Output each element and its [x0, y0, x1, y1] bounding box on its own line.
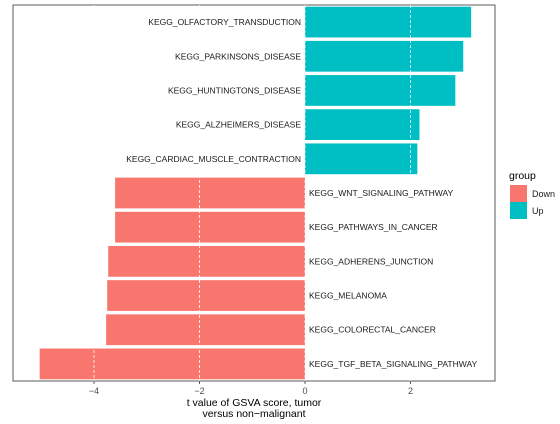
bar-kegg-olfactory-transduction — [305, 6, 472, 38]
x-axis-ticks: −4 −2 0 2 — [89, 381, 413, 396]
bar-kegg-melanoma — [107, 280, 305, 311]
bar-kegg-wnt-signaling-pathway — [115, 177, 305, 209]
x-tick-label: 2 — [408, 386, 413, 396]
bar-label: KEGG_CARDIAC_MUSCLE_CONTRACTION — [126, 154, 301, 164]
legend-label-up: Up — [532, 206, 544, 216]
bar-label: KEGG_PARKINSONS_DISEASE — [175, 51, 301, 61]
bar-kegg-adherens-junction — [108, 245, 306, 277]
x-axis-title-line: t value of GSVA score, tumor — [187, 397, 322, 409]
bar-label: KEGG_ALZHEIMERS_DISEASE — [176, 120, 302, 130]
bar-label: KEGG_MELANOMA — [309, 291, 387, 301]
bar-kegg-tgf-beta-signaling-pathway — [39, 348, 305, 380]
legend-label-down: Down — [532, 189, 555, 199]
gridlines — [93, 5, 411, 381]
bar-label: KEGG_TGF_BETA_SIGNALING_PATHWAY — [309, 359, 477, 369]
legend-title: group — [509, 170, 536, 182]
bar-kegg-cardiac-muscle-contraction — [305, 143, 418, 175]
x-tick-label: −4 — [89, 386, 99, 396]
bar-label: KEGG_ADHERENS_JUNCTION — [309, 256, 433, 266]
bar-label: KEGG_PATHWAYS_IN_CANCER — [309, 222, 438, 232]
bar-kegg-parkinsons-disease — [305, 40, 464, 72]
bars — [39, 6, 472, 380]
bar-kegg-pathways-in-cancer — [115, 211, 305, 243]
bar-label: KEGG_WNT_SIGNALING_PATHWAY — [309, 188, 454, 198]
bar-kegg-huntingtons-disease — [305, 75, 456, 106]
bar-label: KEGG_HUNTINGTONS_DISEASE — [168, 85, 301, 95]
bar-label: KEGG_COLORECTAL_CANCER — [309, 325, 436, 335]
x-tick-label: 0 — [302, 386, 307, 396]
legend-swatch-up — [510, 202, 527, 219]
x-axis-title-line: versus non−malignant — [202, 408, 305, 420]
bar-label: KEGG_OLFACTORY_TRANSDUCTION — [148, 17, 301, 27]
x-tick-label: −2 — [194, 386, 204, 396]
legend: group Down Up — [509, 170, 555, 219]
bar-kegg-alzheimers-disease — [305, 109, 420, 141]
bar-kegg-colorectal-cancer — [106, 314, 305, 346]
bar-labels: KEGG_OLFACTORY_TRANSDUCTION KEGG_PARKINSO… — [126, 17, 477, 369]
legend-swatch-down — [510, 185, 527, 202]
